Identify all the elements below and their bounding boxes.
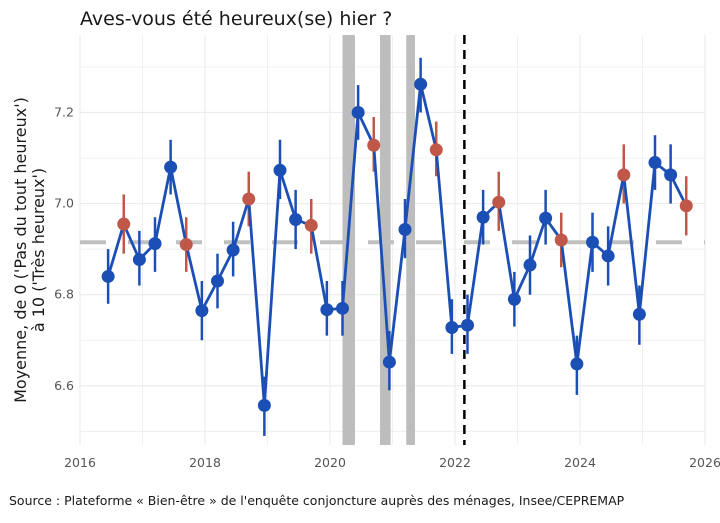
data-point [461, 318, 474, 332]
data-point [523, 258, 537, 272]
data-point [648, 156, 662, 170]
data-point-highlight [679, 199, 693, 213]
data-point [414, 77, 428, 91]
x-axis-ticks: 2016 2018 2020 2022 2024 2026 [64, 455, 720, 470]
grid-major [79, 35, 706, 445]
data-point [226, 243, 240, 257]
y-axis-label-line2: à 10 ('Très heureux') [29, 168, 48, 332]
data-point [320, 303, 334, 317]
data-point-highlight [429, 143, 443, 157]
data-point [398, 223, 412, 237]
y-tick-label: 6.8 [54, 287, 74, 302]
data-point-highlight [304, 218, 318, 232]
data-point [445, 320, 459, 334]
data-point [664, 168, 678, 182]
y-axis-ticks: 6.6 6.8 7.0 7.2 [54, 104, 74, 392]
y-tick-label: 7.2 [54, 104, 74, 119]
data-point-highlight [179, 238, 193, 252]
data-point [257, 398, 271, 412]
shaded-period [380, 35, 391, 445]
data-point-highlight [617, 168, 631, 182]
data-point [211, 274, 224, 288]
shaded-period [406, 35, 415, 445]
data-point [476, 210, 490, 224]
data-point [632, 307, 646, 321]
chart-source: Source : Plateforme « Bien-être » de l'e… [9, 493, 625, 508]
data-point [336, 301, 349, 315]
y-axis-label: Moyenne, de 0 ('Pas du tout heureux') à … [11, 97, 48, 403]
chart-title: Aves-vous été heureux(se) hier ? [80, 8, 392, 30]
data-point [273, 163, 287, 177]
y-tick-label: 6.6 [54, 378, 74, 393]
x-tick-label: 2024 [564, 455, 596, 470]
data-point [382, 355, 396, 369]
data-point-highlight [554, 233, 568, 247]
data-point [101, 269, 115, 283]
data-point [570, 357, 584, 371]
x-tick-label: 2018 [189, 455, 221, 470]
series-line [106, 82, 688, 407]
data-series [106, 82, 688, 407]
data-point-highlight [492, 195, 506, 209]
data-point [164, 160, 178, 174]
data-point [148, 237, 162, 251]
y-axis-label-line1: Moyenne, de 0 ('Pas du tout heureux') [11, 97, 30, 403]
data-point [351, 105, 365, 119]
y-tick-label: 7.0 [54, 196, 74, 211]
data-point [586, 235, 599, 249]
data-point [601, 249, 615, 263]
x-tick-label: 2026 [689, 455, 720, 470]
data-point [289, 213, 303, 226]
data-point [539, 211, 553, 225]
data-point-highlight [242, 192, 256, 206]
data-point [195, 304, 209, 318]
data-point-highlight [117, 217, 131, 231]
data-points [101, 77, 693, 412]
data-point [132, 253, 146, 267]
x-tick-label: 2020 [314, 455, 346, 470]
x-tick-label: 2022 [439, 455, 471, 470]
data-point [507, 292, 521, 306]
data-point-highlight [367, 138, 381, 152]
x-tick-label: 2016 [64, 455, 96, 470]
